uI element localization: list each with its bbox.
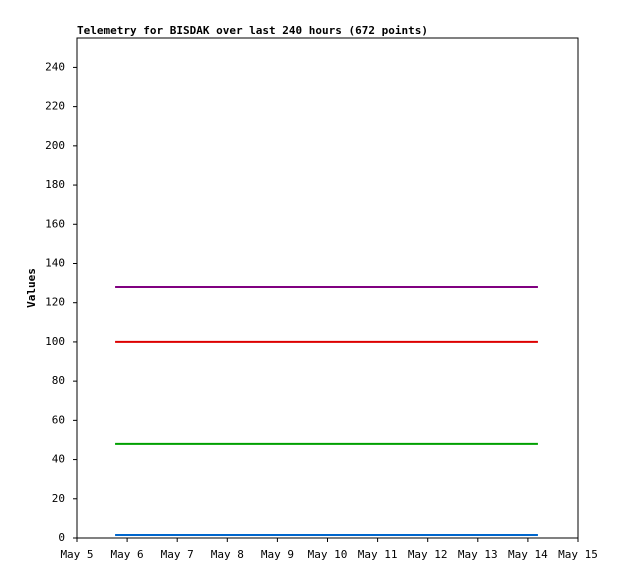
x-tick-label: May 10 (308, 548, 348, 561)
y-tick-label: 40 (52, 453, 65, 466)
x-tick-label: May 13 (458, 548, 498, 561)
chart-title: Telemetry for BISDAK over last 240 hours… (77, 24, 428, 37)
y-axis-label: Values (25, 268, 38, 308)
y-tick-label: 160 (45, 217, 65, 230)
y-tick-label: 20 (52, 492, 65, 505)
y-tick-label: 120 (45, 296, 65, 309)
y-tick-label: 0 (58, 531, 65, 544)
x-tick-label: May 5 (60, 548, 93, 561)
x-tick-label: May 8 (211, 548, 244, 561)
x-tick-label: May 6 (111, 548, 144, 561)
y-tick-label: 180 (45, 178, 65, 191)
x-tick-label: May 14 (508, 548, 548, 561)
y-tick-label: 240 (45, 60, 65, 73)
y-tick-label: 200 (45, 139, 65, 152)
y-tick-label: 100 (45, 335, 65, 348)
x-tick-label: May 15 (558, 548, 598, 561)
y-tick-label: 80 (52, 374, 65, 387)
x-tick-label: May 9 (261, 548, 294, 561)
y-tick-label: 220 (45, 100, 65, 113)
y-tick-label: 140 (45, 256, 65, 269)
x-tick-label: May 11 (358, 548, 398, 561)
x-tick-label: May 7 (161, 548, 194, 561)
y-tick-label: 60 (52, 413, 65, 426)
x-tick-label: May 12 (408, 548, 448, 561)
